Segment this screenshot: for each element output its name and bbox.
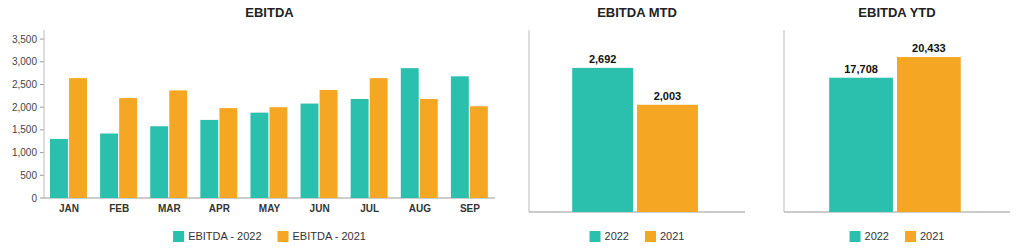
labels: 17,708 20,433 bbox=[844, 42, 945, 75]
y-axis-line bbox=[784, 30, 785, 212]
y-tick-label: 0 bbox=[31, 193, 37, 204]
y-tick-label: 3,000 bbox=[12, 56, 37, 67]
bar bbox=[219, 108, 237, 198]
x-tick-label: JUL bbox=[360, 203, 379, 214]
bar bbox=[320, 90, 338, 198]
marks bbox=[50, 68, 488, 198]
y-tick bbox=[40, 61, 44, 62]
y-axis-line bbox=[44, 30, 45, 198]
bar bbox=[50, 139, 68, 198]
x-tick-label: MAR bbox=[158, 203, 182, 214]
y-tick-label: 2,000 bbox=[12, 102, 37, 113]
bar bbox=[829, 78, 893, 212]
y-tick bbox=[40, 84, 44, 85]
bar bbox=[301, 104, 319, 198]
data-label: 17,708 bbox=[844, 63, 878, 75]
chart: EBITDA YTD 17,708 20,433 2022 2021 bbox=[784, 5, 1010, 242]
labels: 2,692 2,003 bbox=[589, 53, 681, 102]
x-tick-label: JAN bbox=[59, 203, 79, 214]
y-tick-label: 3,500 bbox=[12, 34, 37, 45]
legend-label: 2022 bbox=[605, 230, 629, 242]
bar bbox=[451, 76, 469, 198]
bar bbox=[119, 98, 137, 198]
chart-title: EBITDA bbox=[245, 5, 294, 20]
y-tick bbox=[40, 129, 44, 130]
legend-label: EBITDA - 2022 bbox=[188, 230, 261, 242]
bar bbox=[897, 57, 961, 212]
x-tick-label: MAY bbox=[259, 203, 281, 214]
bar bbox=[169, 90, 187, 198]
y-tick-label: 2,500 bbox=[12, 79, 37, 90]
legend-swatch bbox=[173, 231, 184, 242]
bar bbox=[200, 120, 218, 198]
y-tick bbox=[40, 152, 44, 153]
bar bbox=[637, 105, 698, 212]
legend: 2022 2021 bbox=[590, 230, 685, 242]
bar bbox=[270, 107, 288, 198]
y-tick bbox=[40, 39, 44, 40]
bar bbox=[351, 99, 369, 198]
y-tick-label: 1,000 bbox=[12, 147, 37, 158]
marks bbox=[829, 57, 961, 212]
y-tick-label: 500 bbox=[20, 170, 37, 181]
bar bbox=[420, 99, 438, 198]
bar bbox=[250, 113, 268, 198]
bar bbox=[401, 68, 419, 198]
marks bbox=[572, 68, 698, 212]
x-tick-label: AUG bbox=[409, 203, 431, 214]
data-label: 20,433 bbox=[912, 42, 946, 54]
x-tick-label: SEP bbox=[460, 203, 480, 214]
legend-swatch bbox=[278, 231, 289, 242]
y-tick-label: 1,500 bbox=[12, 124, 37, 135]
figure: EBITDA 0 500 1,000 1,500 2,000 2,500 3,000 3,500… bbox=[0, 0, 1024, 252]
bar bbox=[370, 78, 388, 198]
chart: EBITDA 0 500 1,000 1,500 2,000 2,500 3,000 3,500… bbox=[12, 5, 495, 242]
legend-label: 2021 bbox=[660, 230, 684, 242]
labels: JAN FEB MAR APR MAY JUN JUL AUG SEP bbox=[59, 203, 480, 214]
legend-label: EBITDA - 2021 bbox=[293, 230, 366, 242]
legend-label: 2021 bbox=[920, 230, 944, 242]
x-tick-label: FEB bbox=[109, 203, 129, 214]
legend: EBITDA - 2022 EBITDA - 2021 bbox=[173, 230, 366, 242]
legend-swatch bbox=[850, 231, 861, 242]
bar bbox=[150, 126, 168, 198]
chart: EBITDA MTD 2,692 2,003 2022 2021 bbox=[529, 5, 745, 242]
y-tick bbox=[40, 198, 44, 199]
legend-label: 2022 bbox=[865, 230, 889, 242]
y-tick bbox=[40, 175, 44, 176]
bar bbox=[572, 68, 633, 212]
x-tick-label: JUN bbox=[310, 203, 330, 214]
chart-title: EBITDA MTD bbox=[597, 5, 677, 20]
y-axis-line bbox=[529, 30, 530, 212]
bar bbox=[100, 134, 118, 198]
x-tick-label: APR bbox=[209, 203, 231, 214]
y-tick bbox=[40, 107, 44, 108]
legend: 2022 2021 bbox=[850, 230, 945, 242]
data-label: 2,692 bbox=[589, 53, 617, 65]
data-label: 2,003 bbox=[654, 90, 682, 102]
legend-swatch bbox=[645, 231, 656, 242]
bar bbox=[69, 78, 87, 198]
bar bbox=[470, 106, 488, 198]
legend-swatch bbox=[590, 231, 601, 242]
legend-swatch bbox=[905, 231, 916, 242]
chart-title: EBITDA YTD bbox=[858, 5, 935, 20]
